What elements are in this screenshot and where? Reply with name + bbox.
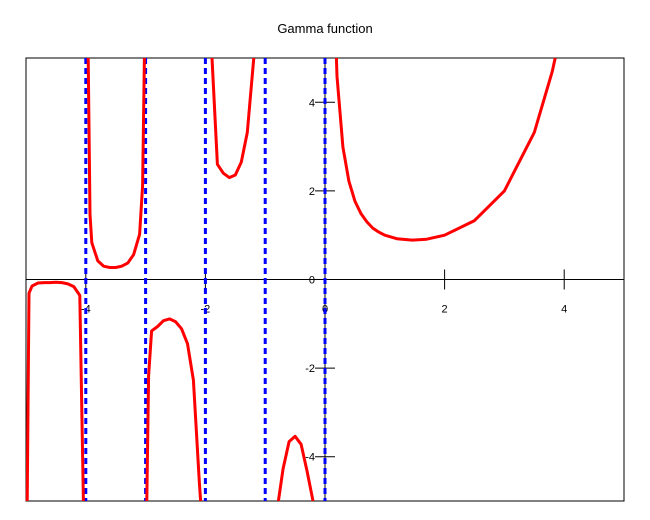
- y-tick-label: -4: [305, 452, 315, 464]
- gamma-curve-segment: [210, 57, 256, 180]
- gamma-curve-segment: [86, 57, 146, 269]
- y-tick-label: 4: [309, 97, 315, 109]
- x-tick-label: 4: [561, 304, 567, 316]
- chart-title: Gamma function: [277, 21, 373, 36]
- curve-layer: [25, 57, 557, 502]
- gamma-curve-segment: [334, 57, 557, 242]
- y-tick-label: 0: [309, 275, 315, 287]
- y-tick-label: 2: [309, 186, 315, 198]
- gamma-curve-segment: [25, 280, 85, 502]
- gamma-curve-segment: [276, 434, 315, 502]
- gamma-curve-segment: [145, 317, 203, 502]
- y-tick-label: -2: [305, 363, 315, 375]
- asymptote-layer: [84, 58, 327, 501]
- x-tick-label: 2: [442, 304, 448, 316]
